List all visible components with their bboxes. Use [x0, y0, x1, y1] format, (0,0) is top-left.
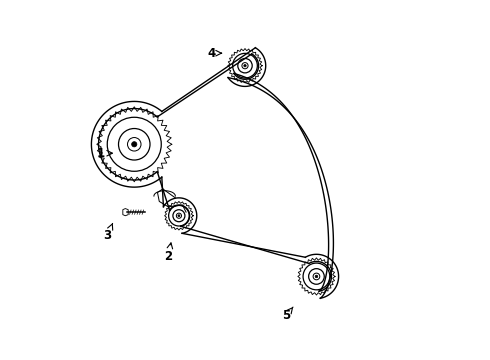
Circle shape — [132, 141, 137, 147]
Circle shape — [315, 275, 318, 278]
Text: 1: 1 — [96, 147, 112, 160]
Circle shape — [178, 215, 180, 217]
Circle shape — [244, 64, 246, 67]
Text: 2: 2 — [164, 243, 172, 263]
Text: 4: 4 — [207, 47, 221, 60]
Text: 3: 3 — [103, 224, 113, 242]
Text: 5: 5 — [282, 307, 293, 322]
